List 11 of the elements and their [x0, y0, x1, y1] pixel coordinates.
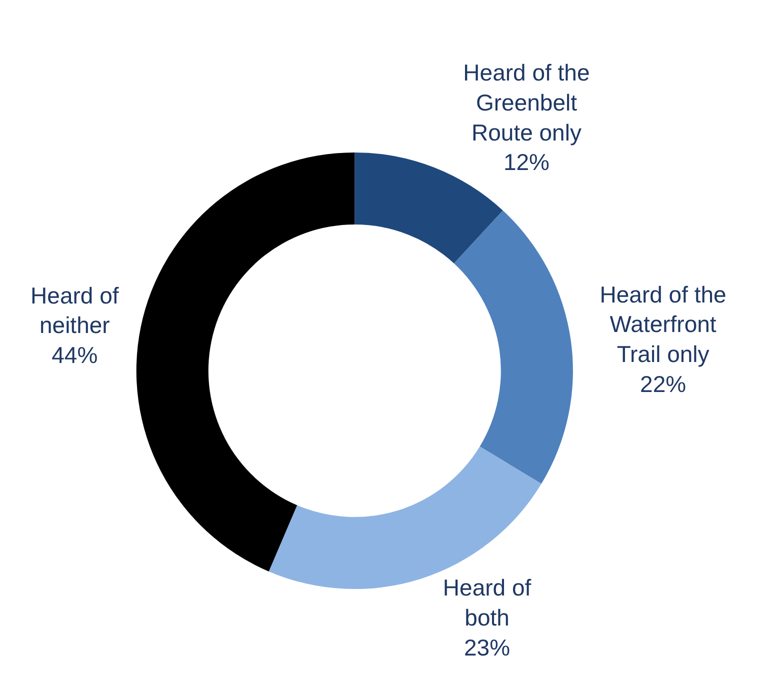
donut-slice — [454, 210, 573, 484]
data-label: 12% — [503, 149, 550, 176]
slice-label: Heard of neither — [30, 282, 120, 338]
data-label: 23% — [464, 634, 510, 660]
data-label: 22% — [640, 371, 686, 398]
slice-label: Heard of the Waterfront Trail only — [600, 281, 726, 368]
data-label: 44% — [52, 342, 98, 368]
slice-label: Heard of the Greenbelt Route only — [463, 59, 590, 146]
slice-label: Heard of both — [442, 574, 532, 630]
donut-slice — [354, 152, 503, 264]
donut-slice — [136, 152, 355, 572]
